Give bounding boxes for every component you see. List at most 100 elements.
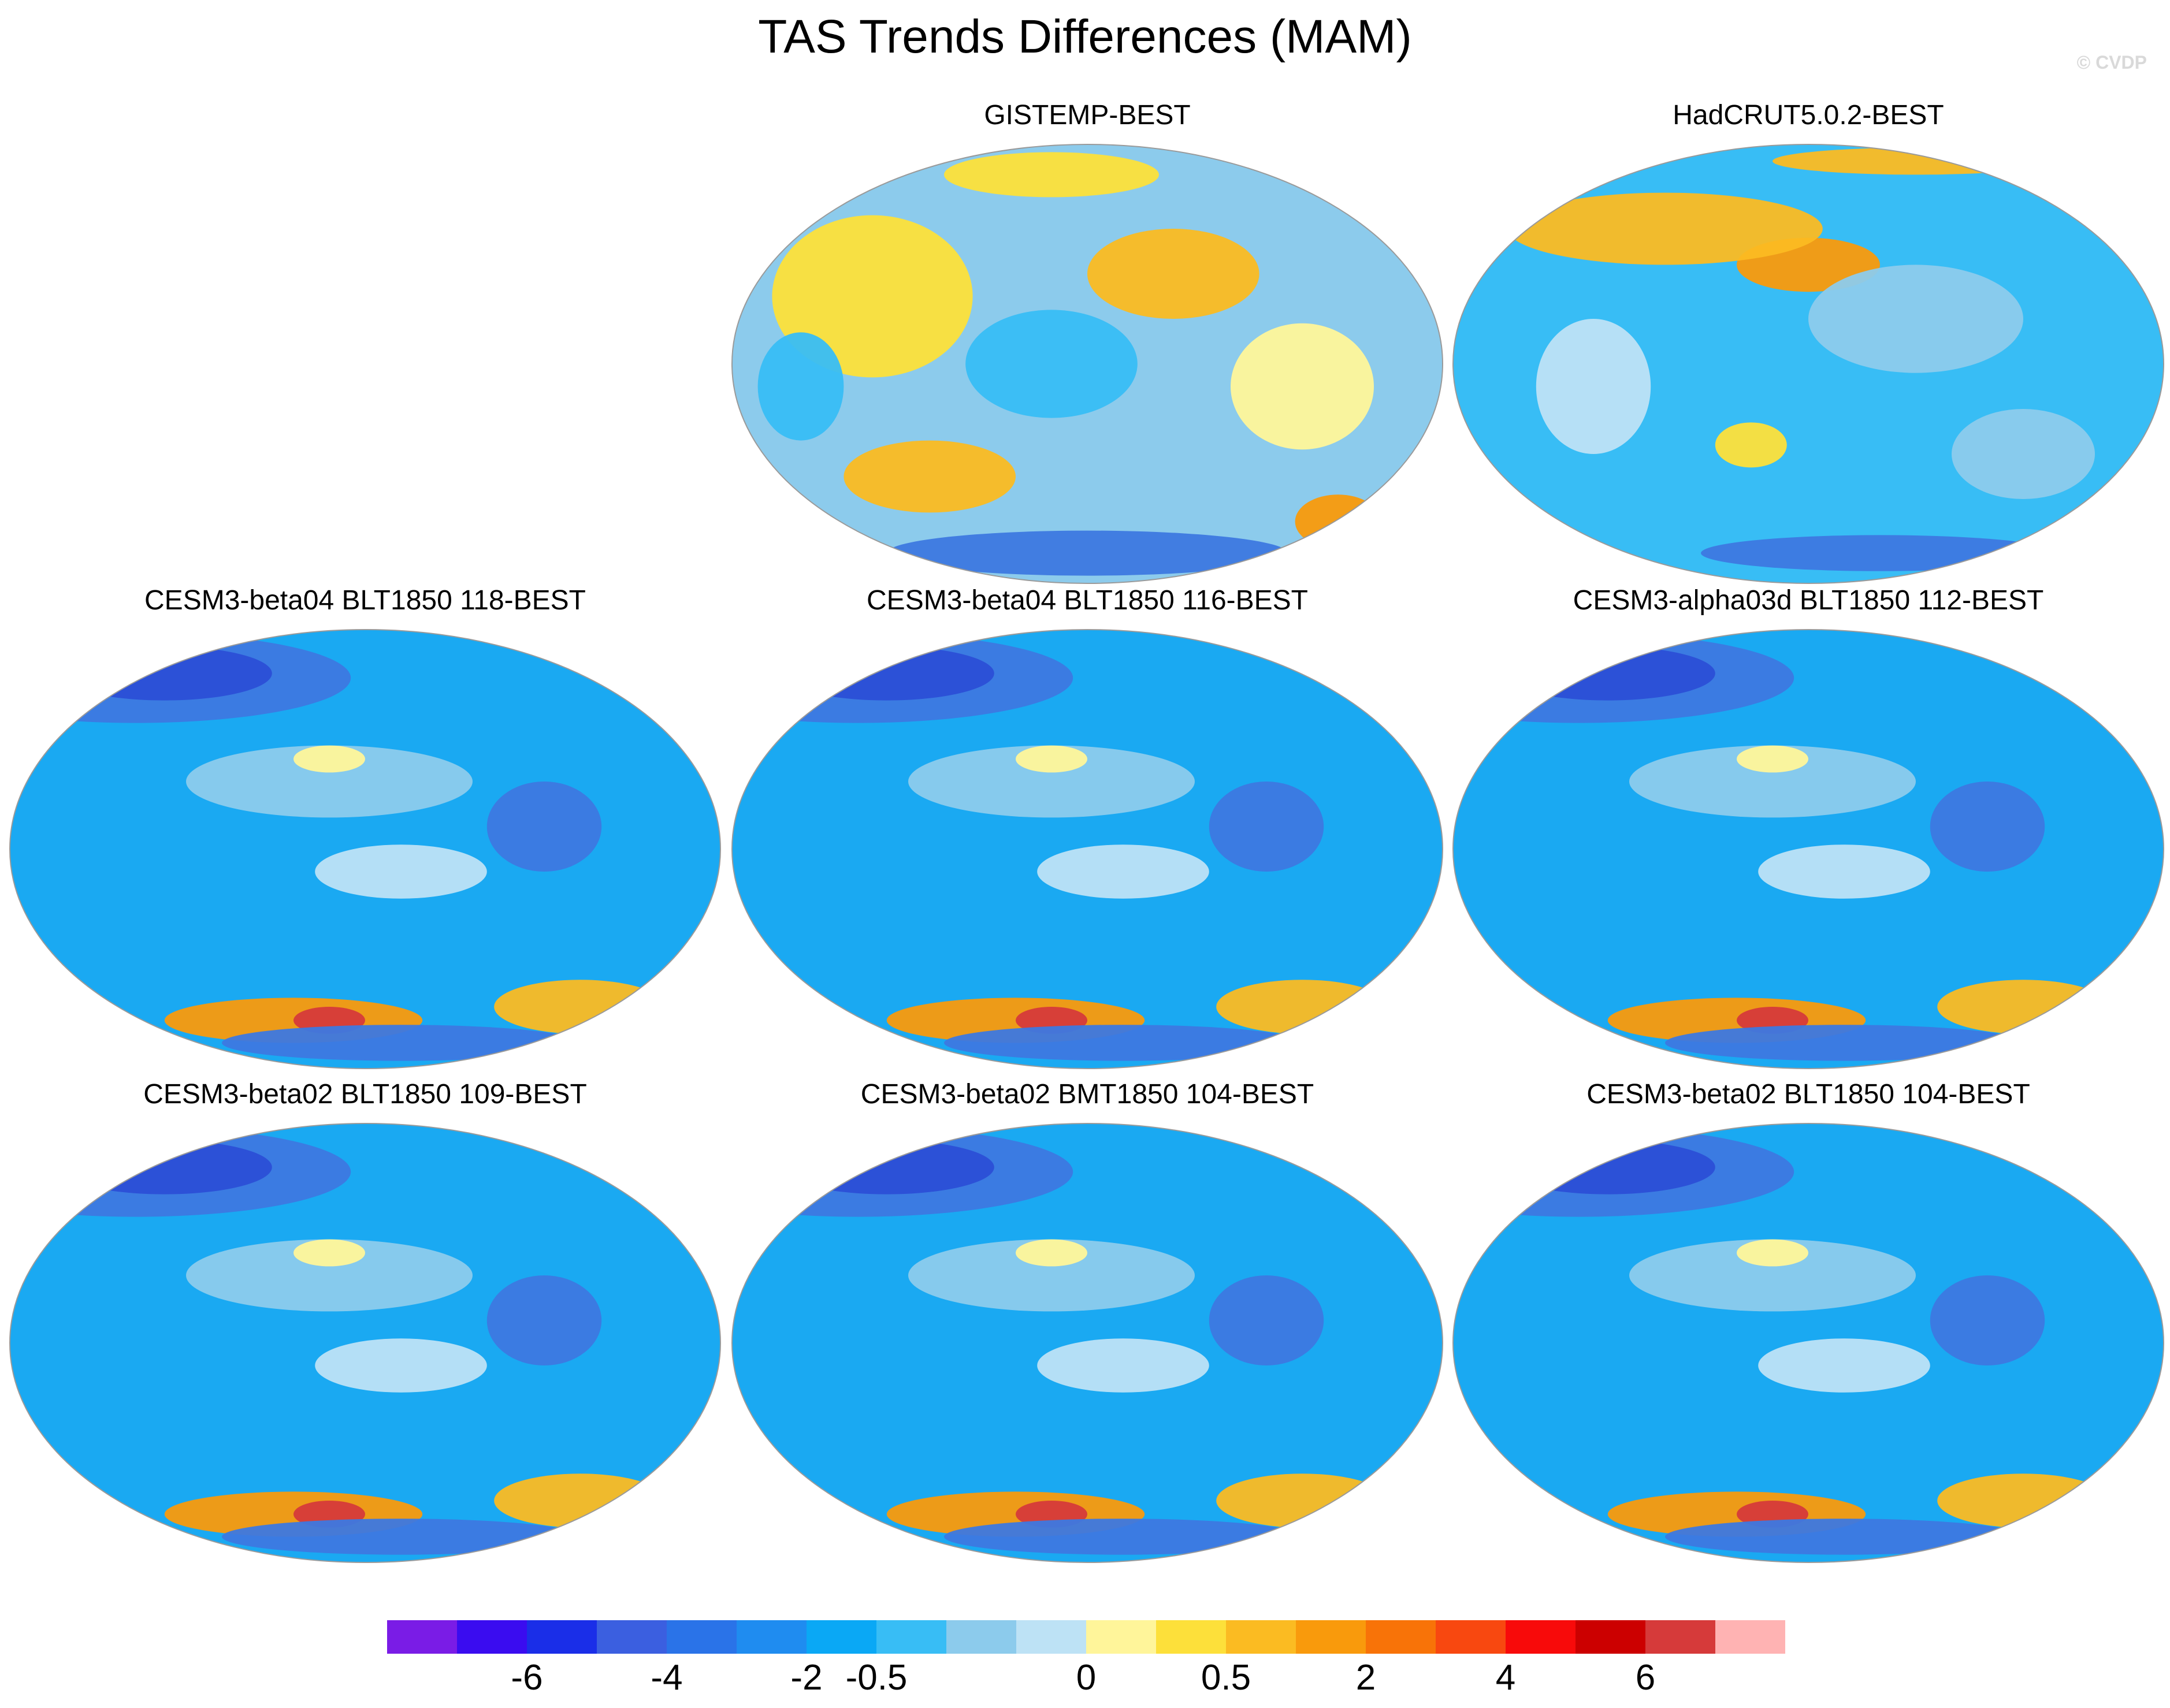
- map-anomaly-region: [57, 1140, 272, 1195]
- figure-title: TAS Trends Differences (MAM): [758, 10, 1412, 63]
- map-anomaly-region: [1665, 1519, 2023, 1555]
- map-globe: [731, 1123, 1443, 1563]
- colorbar-swatch: [737, 1620, 807, 1654]
- map-panel-hadcrut: HadCRUT5.0.2-BEST: [1450, 98, 2167, 595]
- map-outline: [731, 144, 1443, 584]
- map-panel-beta04-116: CESM3-beta04 BLT1850 116-BEST: [729, 583, 1446, 1080]
- map-outline: [9, 629, 721, 1069]
- map-globe: [731, 144, 1443, 584]
- colorbar-swatch: [1156, 1620, 1227, 1654]
- map-anomaly-region: [486, 782, 602, 872]
- map-anomaly-region: [779, 1140, 994, 1195]
- map-panel-beta02-109: CESM3-beta02 BLT1850 109-BEST: [7, 1077, 723, 1574]
- colorbar-swatch: [1645, 1620, 1716, 1654]
- map-outline: [1452, 1123, 2164, 1563]
- map-anomaly-region: [1016, 745, 1087, 773]
- map-anomaly-region: [944, 1025, 1302, 1061]
- panel-title: CESM3-beta04 BLT1850 116-BEST: [867, 585, 1308, 616]
- map-anomaly-region: [1952, 409, 2095, 499]
- colorbar-swatch: [387, 1620, 458, 1654]
- map-anomaly-region: [222, 1519, 580, 1555]
- colorbar-swatch: [1436, 1620, 1506, 1654]
- colorbar-swatch: [876, 1620, 947, 1654]
- map-anomaly-region: [779, 646, 994, 701]
- colorbar-swatch: [527, 1620, 597, 1654]
- map-anomaly-region: [1629, 1239, 1916, 1312]
- map-anomaly-region: [1773, 147, 2059, 175]
- map-anomaly-region: [1231, 323, 1374, 450]
- colorbar-tick-label: 4: [1495, 1658, 1516, 1698]
- map-outline: [731, 1123, 1443, 1563]
- map-globe: [1452, 144, 2164, 584]
- colorbar-tick-label: 6: [1635, 1658, 1656, 1698]
- map-anomaly-region: [1295, 494, 1381, 549]
- map-panel-beta04-118: CESM3-beta04 BLT1850 118-BEST: [7, 583, 723, 1080]
- map-outline: [731, 629, 1443, 1069]
- map-anomaly-region: [486, 1275, 602, 1365]
- map-anomaly-region: [222, 1025, 580, 1061]
- map-anomaly-region: [1500, 1140, 1715, 1195]
- colorbar-tick-label: -2: [790, 1658, 823, 1698]
- map-panel-beta02-bmt104: CESM3-beta02 BMT1850 104-BEST: [729, 1077, 1446, 1574]
- map-anomaly-region: [1500, 646, 1715, 701]
- colorbar-swatch: [1506, 1620, 1576, 1654]
- map-anomaly-region: [944, 152, 1159, 198]
- map-anomaly-region: [57, 646, 272, 701]
- panel-title: CESM3-beta02 BLT1850 109-BEST: [143, 1079, 587, 1110]
- colorbar-swatch: [457, 1620, 527, 1654]
- map-anomaly-region: [965, 310, 1138, 418]
- map-anomaly-region: [1629, 745, 1916, 818]
- map-globe: [1452, 629, 2164, 1069]
- map-anomaly-region: [315, 844, 487, 899]
- map-anomaly-region: [908, 1239, 1195, 1312]
- colorbar-swatch: [946, 1620, 1017, 1654]
- map-anomaly-region: [757, 332, 844, 441]
- colorbar-swatch: [597, 1620, 667, 1654]
- map-anomaly-region: [186, 1239, 473, 1312]
- map-anomaly-region: [1209, 782, 1324, 872]
- map-anomaly-region: [844, 440, 1016, 513]
- map-anomaly-region: [1930, 782, 2045, 872]
- colorbar-swatch: [1576, 1620, 1646, 1654]
- map-panel-gistemp: GISTEMP-BEST: [729, 98, 1446, 595]
- map-globe: [731, 629, 1443, 1069]
- map-anomaly-region: [1037, 1338, 1209, 1393]
- map-outline: [1452, 144, 2164, 584]
- map-panel-alpha03d-112: CESM3-alpha03d BLT1850 112-BEST: [1450, 583, 2167, 1080]
- map-anomaly-region: [1037, 844, 1209, 899]
- map-anomaly-region: [1737, 745, 1808, 773]
- map-anomaly-region: [886, 530, 1288, 576]
- map-anomaly-region: [1209, 1275, 1324, 1365]
- panel-title: HadCRUT5.0.2-BEST: [1673, 100, 1944, 131]
- map-anomaly-region: [772, 215, 973, 378]
- map-panel-beta02-blt104: CESM3-beta02 BLT1850 104-BEST: [1450, 1077, 2167, 1574]
- map-anomaly-region: [1665, 1025, 2023, 1061]
- map-anomaly-region: [293, 1239, 365, 1267]
- colorbar-swatch: [667, 1620, 737, 1654]
- colorbar-tick-label: -6: [511, 1658, 543, 1698]
- map-anomaly-region: [1087, 229, 1259, 319]
- map-anomaly-region: [1536, 319, 1651, 454]
- map-outline: [1452, 629, 2164, 1069]
- panel-title: CESM3-alpha03d BLT1850 112-BEST: [1573, 585, 2044, 616]
- map-anomaly-region: [1758, 844, 1930, 899]
- map-anomaly-region: [186, 745, 473, 818]
- map-anomaly-region: [1758, 1338, 1930, 1393]
- colorbar-swatch: [1366, 1620, 1436, 1654]
- map-anomaly-region: [1507, 192, 1823, 265]
- colorbar-tick-label: 0.5: [1201, 1658, 1251, 1698]
- colorbar-swatch: [1296, 1620, 1366, 1654]
- colorbar: [387, 1620, 1785, 1654]
- map-anomaly-region: [1016, 1239, 1087, 1267]
- panel-title: CESM3-beta04 BLT1850 118-BEST: [144, 585, 586, 616]
- colorbar-tick-label: 2: [1355, 1658, 1376, 1698]
- panel-title: CESM3-beta02 BMT1850 104-BEST: [860, 1079, 1314, 1110]
- map-anomaly-region: [293, 745, 365, 773]
- colorbar-swatch: [807, 1620, 877, 1654]
- colorbar-tick-label: 0: [1076, 1658, 1097, 1698]
- map-anomaly-region: [1930, 1275, 2045, 1365]
- map-anomaly-region: [908, 745, 1195, 818]
- map-globe: [9, 629, 721, 1069]
- colorbar-swatch: [1226, 1620, 1296, 1654]
- cvdp-watermark: © CVDP: [2076, 52, 2147, 73]
